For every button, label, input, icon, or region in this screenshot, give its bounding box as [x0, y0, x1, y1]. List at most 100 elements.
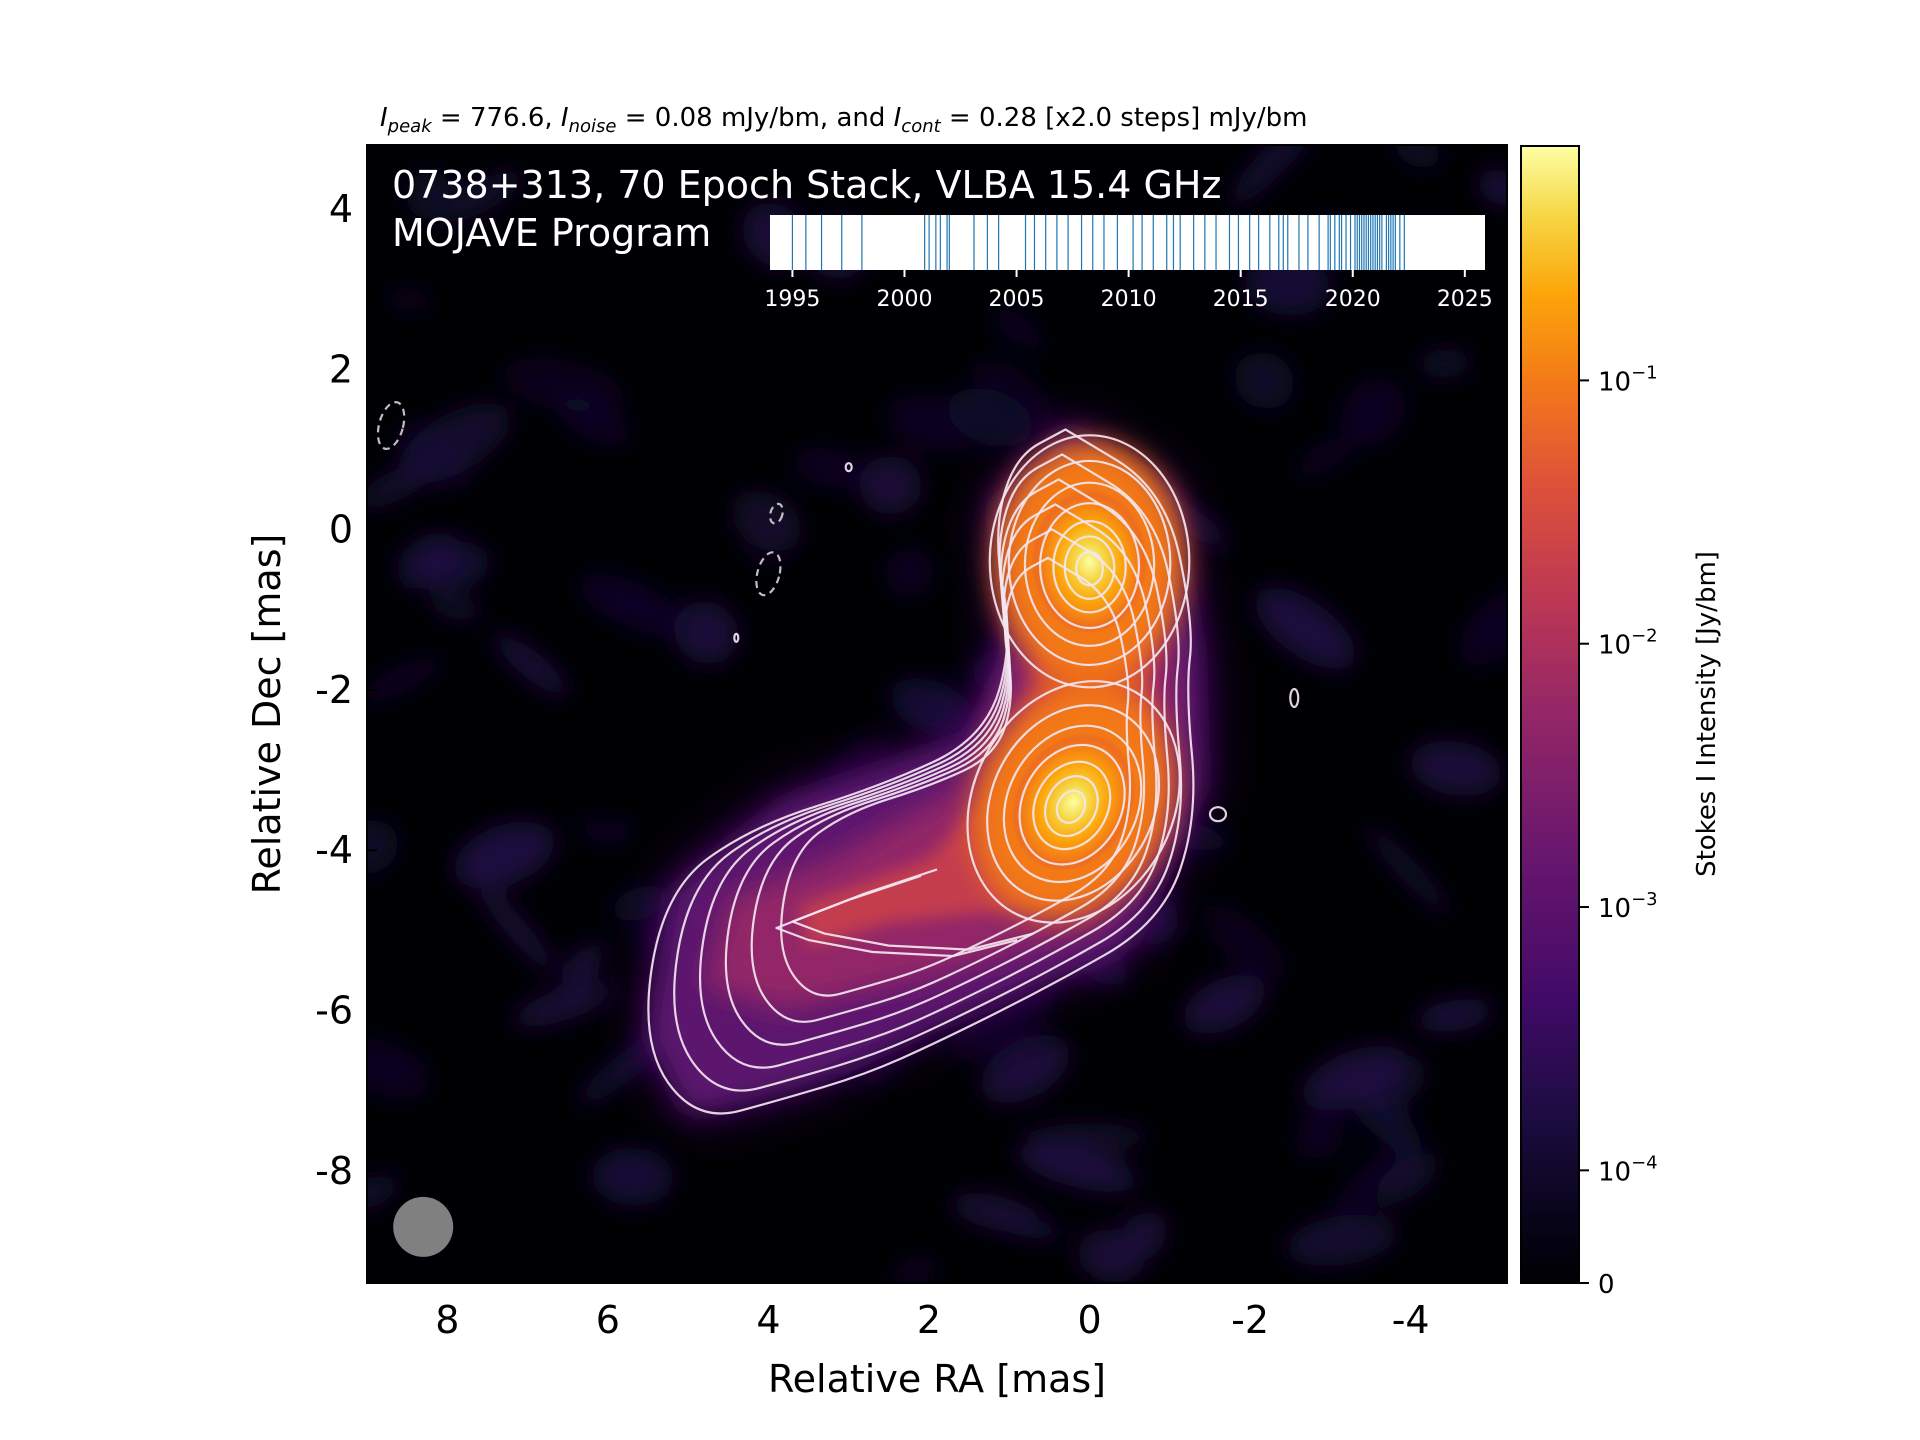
y-tick-label: -4	[315, 828, 353, 872]
noise-blob	[367, 819, 399, 875]
noise-blob	[1286, 1214, 1398, 1267]
contour-knot-5	[1044, 775, 1099, 838]
noise-blob	[793, 447, 866, 488]
plot-frame	[366, 144, 1508, 1284]
noise-blob	[827, 735, 890, 795]
noise-blob	[1334, 1139, 1418, 1217]
x-tick-label: 4	[756, 1298, 780, 1342]
contour-core-6	[1075, 550, 1104, 587]
colorbar	[1520, 145, 1580, 1284]
component-inner-jet-knot	[1011, 733, 1136, 871]
timeline-tick-label: 2025	[1437, 287, 1493, 312]
x-tick-label: 0	[1077, 1298, 1101, 1342]
contour-jet-5	[780, 556, 1132, 997]
negative-contour-0	[376, 401, 406, 450]
noise-blob	[1077, 1229, 1145, 1283]
x-axis-title: Relative RA [mas]	[768, 1357, 1106, 1401]
noise-blob	[1393, 145, 1441, 169]
noise-blob	[385, 286, 433, 313]
contour-jet-3	[724, 503, 1158, 1046]
noise-blob	[1295, 436, 1355, 478]
contour-knot-1	[986, 704, 1161, 902]
noise-blob	[1416, 998, 1494, 1033]
timeline-tick-label: 2015	[1213, 287, 1269, 312]
timeline-tick-label: 2005	[989, 287, 1045, 312]
noise-blob	[1229, 145, 1321, 207]
colorbar-tick-label: 10−3	[1598, 889, 1658, 924]
contour-core-4	[1052, 519, 1127, 614]
y-tick-label: 4	[329, 187, 353, 231]
contour-jet-0	[647, 428, 1195, 1115]
noise-blob	[592, 1147, 674, 1206]
contour-jet-4	[750, 528, 1146, 1023]
image-panel: 0738+313, 70 Epoch Stack, VLBA 15.4 GHz …	[367, 145, 1507, 1283]
x-axis: 8 6 4 2 0 -2 -4	[435, 1273, 1430, 1342]
noise-blob	[1182, 974, 1266, 1034]
contour-knot-4	[1032, 760, 1112, 851]
colorbar-title: Stokes I Intensity [Jy/bm]	[1692, 551, 1722, 877]
y-axis-title: Relative Dec [mas]	[245, 534, 289, 895]
noise-blob	[367, 655, 442, 704]
overlay-title-line2: MOJAVE Program	[392, 211, 711, 255]
contour-knot-3	[1018, 743, 1126, 866]
noise-blob	[475, 881, 557, 974]
noise-blob	[744, 510, 798, 565]
noise-blob	[1234, 352, 1295, 410]
isolated-contour-3	[733, 632, 740, 643]
beam-ellipse	[393, 1196, 454, 1257]
y-tick-label: -6	[315, 989, 353, 1033]
x-tick-label: 6	[596, 1298, 620, 1342]
noise-blob	[1477, 169, 1507, 206]
noise-blob	[611, 885, 670, 922]
noise-blob	[453, 821, 556, 889]
noise-blob	[1409, 740, 1502, 797]
colorbar-tick-label: 10−1	[1598, 362, 1658, 397]
x-tick-label: -2	[1231, 1298, 1269, 1342]
noise-blob	[674, 600, 739, 665]
noise-blob	[578, 818, 635, 843]
isolated-contour-0	[1208, 806, 1228, 823]
noise-blob	[556, 394, 630, 446]
isolated-contour-2	[844, 462, 853, 473]
x-tick-label: -4	[1392, 1298, 1430, 1342]
x-tick-label: 8	[435, 1298, 459, 1342]
noise-blob	[996, 1214, 1064, 1240]
component-core	[1031, 489, 1148, 634]
colorbar-tick-label: 10−2	[1598, 626, 1658, 661]
noise-blob	[494, 634, 569, 697]
contour-jet-1	[673, 453, 1183, 1092]
contour-jet-2	[698, 478, 1170, 1069]
colorbar-tick-label: 10−4	[1598, 1152, 1658, 1187]
noise-blob	[578, 574, 691, 638]
negative-contour-2	[768, 502, 784, 525]
colorbar-tick-label: 0	[1598, 1270, 1615, 1300]
noise-blob	[1254, 587, 1356, 670]
noise-blob	[562, 943, 606, 985]
noise-blob	[1365, 824, 1451, 916]
noise-blob	[429, 594, 482, 621]
noise-blob	[1295, 1109, 1344, 1160]
contour-ridge-b	[775, 874, 1018, 958]
contours	[376, 401, 1300, 1115]
x-tick-label: 2	[917, 1298, 941, 1342]
noise-blob	[890, 678, 977, 738]
y-tick-label: 0	[329, 508, 353, 552]
y-tick-label: -2	[315, 668, 353, 712]
contour-core-0	[988, 434, 1191, 689]
chart-subtitle: Ipeak = 776.6, Inoise = 0.08 mJy/bm, and…	[380, 103, 1307, 137]
timeline-tick-label: 2010	[1101, 287, 1157, 312]
noise-blob	[859, 455, 922, 515]
noise-blob	[1339, 378, 1406, 447]
noise-blob	[405, 171, 454, 220]
noise-blob	[948, 984, 1056, 1062]
y-tick-label: -8	[315, 1149, 353, 1193]
noise-blob	[1374, 1153, 1439, 1205]
noise-blob	[885, 548, 934, 597]
noise-blob	[367, 1038, 430, 1099]
overlay-title-line1: 0738+313, 70 Epoch Stack, VLBA 15.4 GHz	[392, 163, 1221, 207]
noise-blob	[398, 402, 511, 484]
contour-core-2	[1023, 481, 1156, 647]
contour-knot-6	[1055, 789, 1087, 824]
contour-core-5	[1063, 535, 1116, 600]
